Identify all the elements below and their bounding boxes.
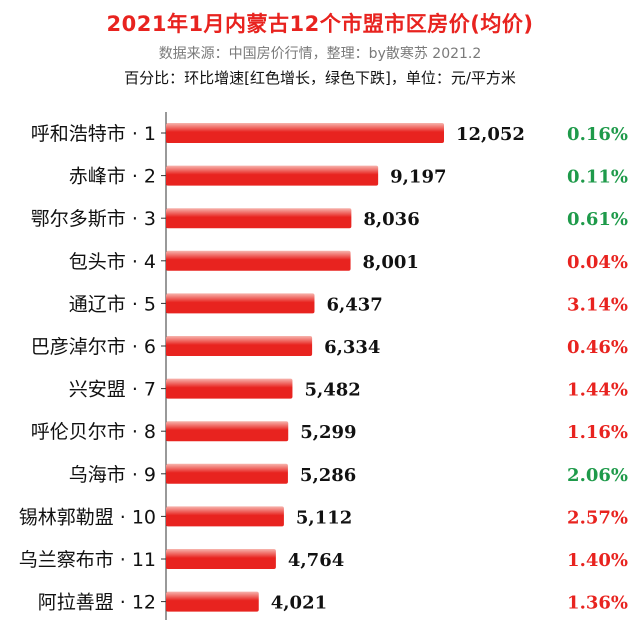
category-label: 巴彦淖尔市 · 6 xyxy=(31,336,156,358)
category-label: 呼和浩特市 · 1 xyxy=(31,123,156,145)
percent-change-label: 1.16% xyxy=(567,422,628,443)
percent-change-label: 0.46% xyxy=(567,337,628,358)
bar xyxy=(166,250,351,271)
bar-row: 锡林郭勒盟 · 10 5,112 2.57% xyxy=(19,506,628,528)
bar xyxy=(166,293,315,314)
value-label: 12,052 xyxy=(456,124,525,145)
bar-row: 乌海市 · 9 5,286 2.06% xyxy=(69,463,628,486)
category-label: 兴安盟 · 7 xyxy=(69,379,156,401)
percent-change-label: 2.57% xyxy=(567,507,628,528)
percent-change-label: 0.61% xyxy=(567,209,628,230)
category-label: 通辽市 · 5 xyxy=(69,293,156,315)
bar xyxy=(166,336,313,356)
bar xyxy=(166,208,352,229)
value-label: 5,112 xyxy=(296,507,352,528)
bar xyxy=(166,421,289,442)
category-label: 阿拉善盟 · 12 xyxy=(38,592,156,614)
bar-row: 通辽市 · 5 6,437 3.14% xyxy=(69,293,628,315)
category-label: 乌兰察布市 · 11 xyxy=(19,549,156,571)
bar-row: 鄂尔多斯市 · 3 8,036 0.61% xyxy=(31,208,628,230)
category-label: 赤峰市 · 2 xyxy=(69,166,156,188)
bar-row: 乌兰察布市 · 11 4,764 1.40% xyxy=(19,549,628,571)
percent-change-label: 2.06% xyxy=(567,465,628,486)
value-label: 5,482 xyxy=(304,380,360,401)
percent-change-label: 1.40% xyxy=(567,550,628,571)
bar-row: 赤峰市 · 2 9,197 0.11% xyxy=(69,165,628,188)
category-label: 鄂尔多斯市 · 3 xyxy=(31,208,156,230)
bar-row: 阿拉善盟 · 12 4,021 1.36% xyxy=(38,591,628,614)
percent-change-label: 0.11% xyxy=(567,167,628,188)
bar xyxy=(166,165,379,186)
bar xyxy=(166,591,259,612)
category-label: 呼伦贝尔市 · 8 xyxy=(31,421,156,443)
value-label: 5,299 xyxy=(300,422,356,443)
bar-row: 包头市 · 4 8,001 0.04% xyxy=(69,251,628,273)
category-label: 包头市 · 4 xyxy=(69,251,156,273)
category-label: 锡林郭勒盟 · 10 xyxy=(19,506,156,528)
value-label: 6,334 xyxy=(324,337,380,358)
percent-change-label: 1.36% xyxy=(567,593,628,614)
value-label: 5,286 xyxy=(300,465,356,486)
chart-title: 2021年1月内蒙古12个市盟市区房价(均价) xyxy=(106,12,534,36)
bar-row: 呼和浩特市 · 1 12,052 0.16% xyxy=(31,123,628,145)
percent-change-label: 0.04% xyxy=(567,252,628,273)
value-label: 8,036 xyxy=(363,209,419,230)
percent-change-label: 1.44% xyxy=(567,380,628,401)
bar xyxy=(166,378,293,399)
bar-row: 兴安盟 · 7 5,482 1.44% xyxy=(69,378,628,401)
chart-unit-note: 百分比：环比增速[红色增长，绿色下跌]，单位：元/平方米 xyxy=(124,69,516,87)
value-label: 6,437 xyxy=(326,294,382,315)
bar xyxy=(166,506,284,527)
category-label: 乌海市 · 9 xyxy=(69,464,156,486)
percent-change-label: 0.16% xyxy=(567,124,628,145)
chart-source-note: 数据来源：中国房价行情，整理：by散寒苏 2021.2 xyxy=(158,46,482,62)
value-label: 4,021 xyxy=(271,593,327,614)
bar xyxy=(166,463,288,484)
bar-row: 呼伦贝尔市 · 8 5,299 1.16% xyxy=(31,421,628,443)
value-label: 4,764 xyxy=(288,550,344,571)
percent-change-label: 3.14% xyxy=(567,294,628,315)
value-label: 8,001 xyxy=(363,252,419,273)
bar xyxy=(166,549,276,569)
bar-row: 巴彦淖尔市 · 6 6,334 0.46% xyxy=(31,336,628,358)
bar xyxy=(166,123,444,143)
value-label: 9,197 xyxy=(390,167,446,188)
